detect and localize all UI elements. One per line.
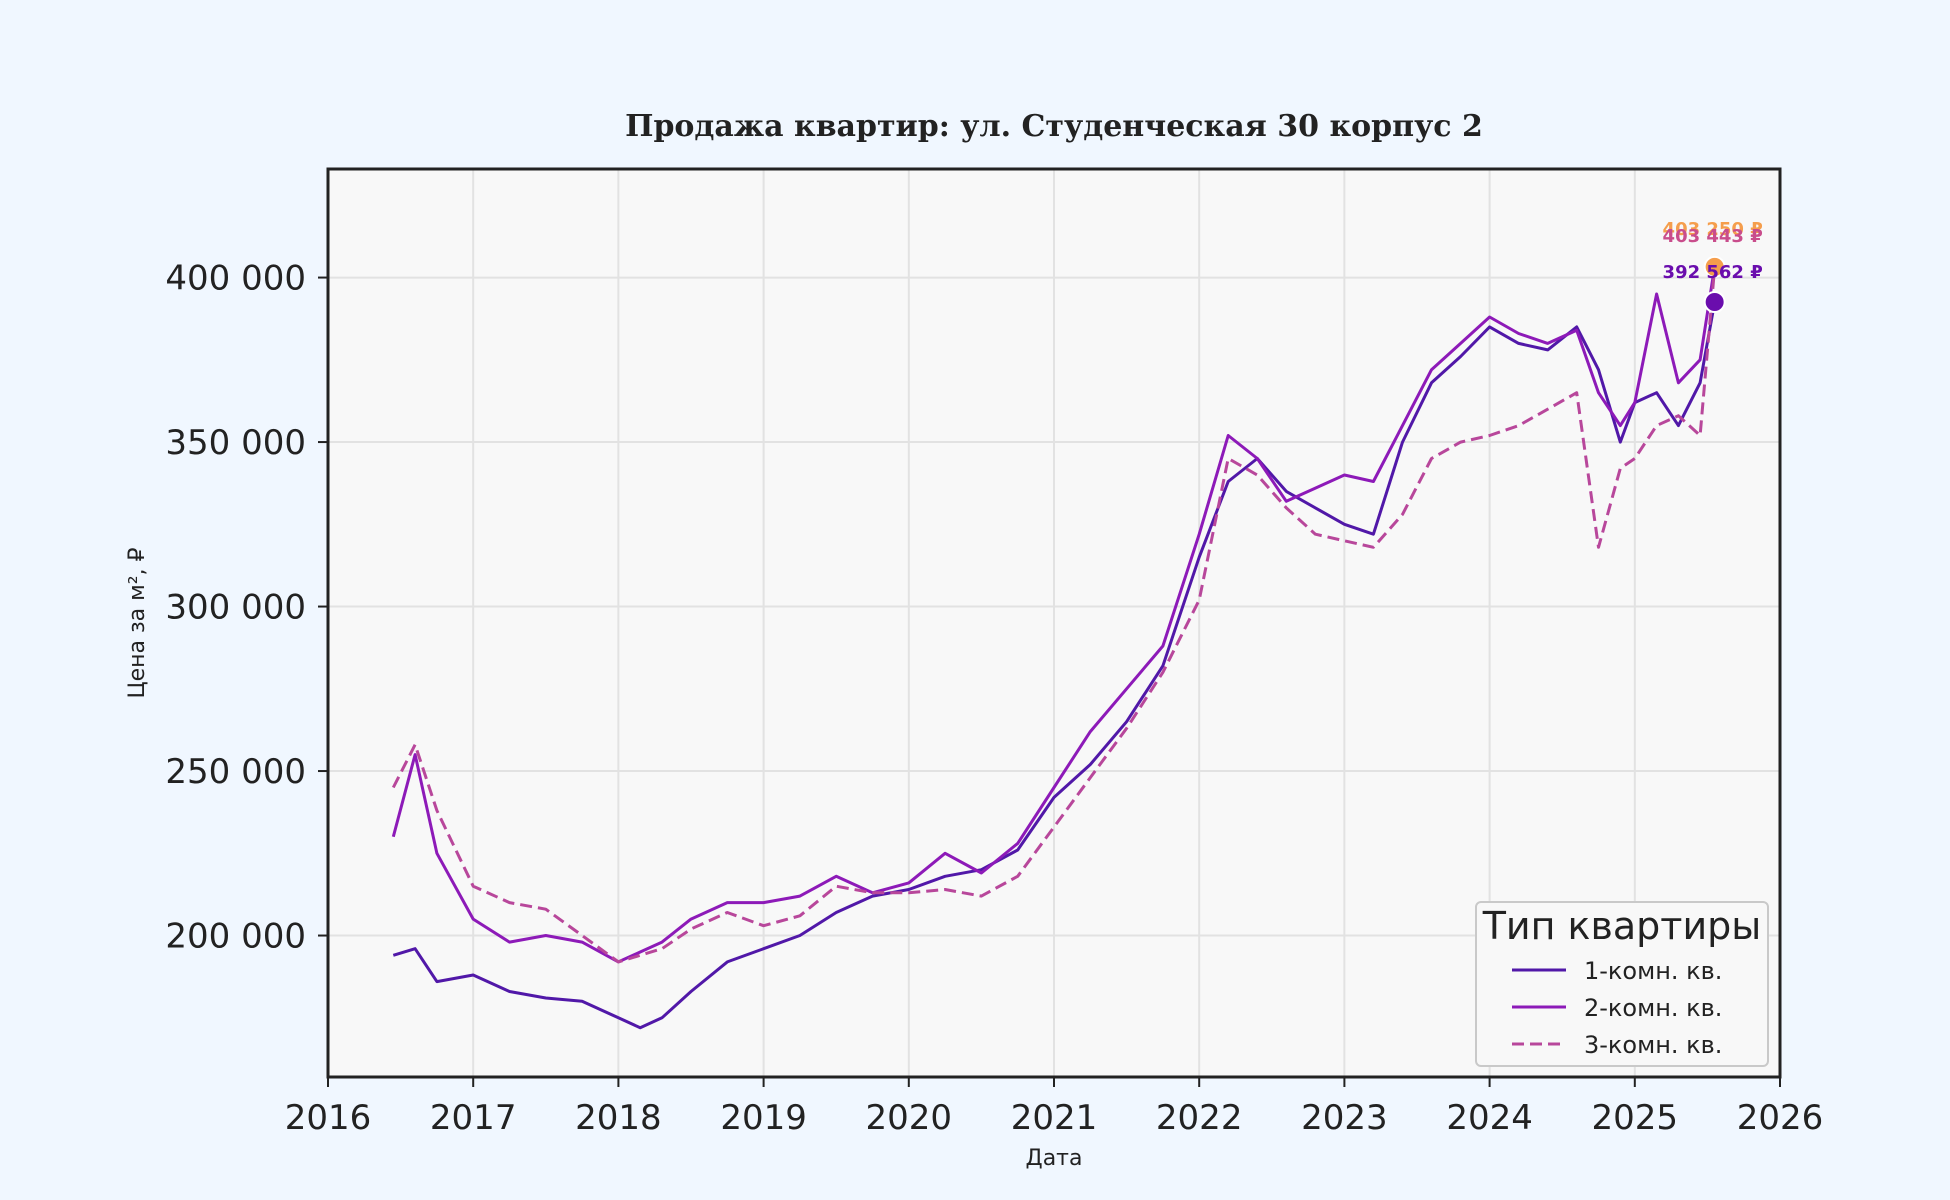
legend-label: 1-комн. кв. <box>1584 957 1722 985</box>
x-tick-label: 2019 <box>720 1098 807 1138</box>
annotation-label: 403 443 ₽ <box>1663 226 1763 247</box>
x-tick-label: 2016 <box>285 1098 372 1138</box>
y-tick-label: 350 000 <box>165 423 306 463</box>
annotations: 403 250 ₽403 443 ₽ 392 562 ₽ <box>1663 219 1763 314</box>
y-tick-label: 400 000 <box>165 259 306 299</box>
x-axis-label: Дата <box>1026 1146 1083 1171</box>
x-axis: 2016 2017 2018 2019 2020 2021 2022 2023 2024 2025… <box>285 1077 1824 1138</box>
y-tick-label: 250 000 <box>165 752 306 792</box>
x-tick-label: 2021 <box>1011 1098 1098 1138</box>
y-tick-label: 200 000 <box>165 917 306 957</box>
y-axis: 200 000 250 000 300 000 350 000 400 000 <box>165 259 328 957</box>
x-tick-label: 2025 <box>1592 1098 1679 1138</box>
legend: Тип квартиры 1-комн. кв. 2-комн. кв. 3-ком… <box>1475 901 1769 1067</box>
x-tick-label: 2022 <box>1156 1098 1243 1138</box>
y-axis-label: Цена за м², ₽ <box>125 547 150 698</box>
legend-title: Тип квартиры <box>1482 904 1762 948</box>
legend-box <box>1475 901 1769 1067</box>
annotation-label: 392 562 ₽ <box>1663 262 1763 283</box>
annotation-label: 403 250 ₽ <box>1663 219 1763 240</box>
annotation-marker <box>1703 255 1726 278</box>
annotation-marker <box>1703 291 1726 314</box>
x-tick-label: 2018 <box>575 1098 662 1138</box>
chart-title: Продажа квартир: ул. Студенческая 30 кор… <box>625 109 1483 144</box>
x-tick-label: 2026 <box>1737 1098 1824 1138</box>
x-tick-label: 2023 <box>1301 1098 1388 1138</box>
series-lines <box>391 265 1717 1030</box>
legend-label: 3-комн. кв. <box>1584 1031 1722 1059</box>
x-tick-label: 2020 <box>866 1098 953 1138</box>
x-tick-label: 2024 <box>1446 1098 1533 1138</box>
y-tick-label: 300 000 <box>165 588 306 628</box>
x-tick-label: 2017 <box>430 1098 517 1138</box>
series-line-2 <box>391 265 1717 964</box>
legend-label: 2-комн. кв. <box>1584 994 1722 1022</box>
series-line-3 <box>391 266 1717 964</box>
